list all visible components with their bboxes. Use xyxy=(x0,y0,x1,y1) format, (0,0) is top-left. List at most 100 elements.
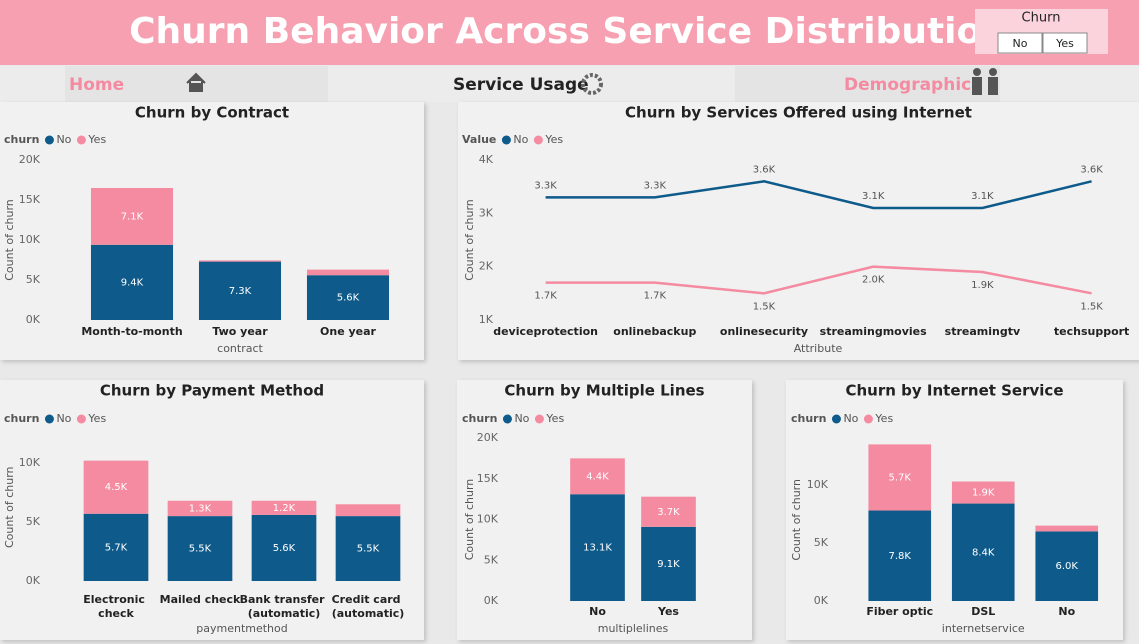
y-tick-label: 0K xyxy=(26,313,41,326)
x-tick-label: Electronic check xyxy=(83,593,148,620)
legend-label: Yes xyxy=(545,412,564,425)
x-tick-label: Credit card (automatic) xyxy=(332,593,405,620)
bar-segment xyxy=(83,460,149,514)
home-icon[interactable] xyxy=(186,72,206,92)
x-tick-label: onlinebackup xyxy=(613,325,696,338)
people-icon[interactable] xyxy=(972,68,998,95)
bar-segment xyxy=(951,481,1015,504)
bar-segment xyxy=(1035,531,1099,601)
legend-label: No xyxy=(56,133,71,146)
y-tick-label: 20K xyxy=(19,153,41,166)
nav-tab[interactable] xyxy=(735,66,1000,102)
x-tick-label: One year xyxy=(320,325,377,338)
legend-swatch xyxy=(831,414,841,424)
data-label: 5.5K xyxy=(357,544,380,555)
data-label: 1.7K xyxy=(534,291,557,302)
x-tick-label: onlinesecurity xyxy=(720,325,808,338)
bar-segment xyxy=(198,261,282,320)
slicer-title: Churn xyxy=(1022,11,1061,26)
bar-segment xyxy=(641,526,696,601)
y-tick-label: 3K xyxy=(479,206,494,219)
y-tick-label: 0K xyxy=(26,574,41,587)
bar-segment xyxy=(251,514,317,581)
bar-segment xyxy=(306,275,390,320)
x-tick-label: No xyxy=(589,605,606,618)
bar-segment xyxy=(306,269,390,276)
bar-segment xyxy=(251,500,317,515)
y-axis-title: Count of churn xyxy=(463,199,476,281)
legend-title: churn xyxy=(462,412,497,425)
data-label: 7.3K xyxy=(229,286,252,297)
x-tick-label: No xyxy=(1058,605,1075,618)
data-label: 1.3K xyxy=(189,503,212,514)
bar-segment xyxy=(335,516,401,581)
legend-label: No xyxy=(513,133,528,146)
legend-label: Yes xyxy=(87,412,106,425)
data-label: 3.6K xyxy=(1080,164,1103,175)
y-axis-title: Count of churn xyxy=(3,199,16,281)
chart-title: Churn by Internet Service xyxy=(845,382,1063,400)
data-label: 7.1K xyxy=(121,211,144,222)
data-label: 1.5K xyxy=(1080,301,1103,312)
y-tick-label: 1K xyxy=(479,313,494,326)
y-tick-label: 10K xyxy=(807,478,829,491)
chart-title: Churn by Multiple Lines xyxy=(504,382,704,400)
gear-icon[interactable] xyxy=(581,73,603,95)
bar-segment xyxy=(167,516,233,581)
slicer-option-label[interactable]: No xyxy=(1013,37,1028,50)
data-label: 5.7K xyxy=(105,542,128,553)
x-tick-label: Mailed check xyxy=(160,593,241,606)
data-label: 4.4K xyxy=(586,471,609,482)
x-tick-label: Bank transfer (automatic) xyxy=(240,593,329,620)
bar-segment xyxy=(90,188,174,245)
nav-home[interactable]: Home xyxy=(69,75,124,95)
slicer-option-label[interactable]: Yes xyxy=(1055,37,1074,50)
x-tick-label: Fiber optic xyxy=(866,605,933,618)
bar-segment xyxy=(570,458,625,495)
legend-swatch xyxy=(44,414,54,424)
data-label: 3.6K xyxy=(753,164,776,175)
line xyxy=(545,180,1092,210)
y-tick-label: 2K xyxy=(479,260,494,273)
chart-title: Churn by Payment Method xyxy=(100,382,324,400)
data-label: 13.1K xyxy=(583,543,612,554)
data-label: 5.5K xyxy=(189,544,212,555)
bar-segment xyxy=(951,503,1015,601)
bar-segment xyxy=(90,244,174,320)
legend-title: churn xyxy=(4,412,39,425)
x-tick-label: Month-to-month xyxy=(81,325,182,338)
y-tick-label: 15K xyxy=(477,472,499,485)
data-label: 1.9K xyxy=(971,280,994,291)
data-label: 5.7K xyxy=(889,472,912,483)
x-axis-title: Attribute xyxy=(794,342,843,355)
nav-service-usage[interactable]: Service Usage xyxy=(453,75,589,95)
data-label: 5.6K xyxy=(273,543,296,554)
legend-label: Yes xyxy=(544,133,563,146)
legend-swatch xyxy=(76,135,86,145)
slicer-option[interactable] xyxy=(1042,32,1088,54)
legend-label: Yes xyxy=(87,133,106,146)
bar-segment xyxy=(641,496,696,527)
nav-demographics[interactable]: Demographics xyxy=(844,75,981,95)
data-label: 7.8K xyxy=(889,551,912,562)
line xyxy=(545,265,1092,295)
y-tick-label: 5K xyxy=(26,515,41,528)
legend-swatch xyxy=(534,414,544,424)
data-label: 3.3K xyxy=(534,180,557,191)
data-label: 3.1K xyxy=(862,191,885,202)
y-axis-title: Count of churn xyxy=(463,479,476,561)
x-axis-title: multiplelines xyxy=(598,622,669,635)
x-tick-label: techsupport xyxy=(1054,325,1129,338)
y-tick-label: 20K xyxy=(477,431,499,444)
bar-segment xyxy=(868,510,932,601)
legend-swatch xyxy=(502,414,512,424)
slicer-option[interactable] xyxy=(997,32,1043,54)
data-label: 9.1K xyxy=(657,559,680,570)
y-axis-title: Count of churn xyxy=(790,479,803,561)
header-band xyxy=(0,0,1139,65)
x-axis-title: paymentmethod xyxy=(196,622,287,635)
data-label: 6.0K xyxy=(1056,561,1079,572)
y-tick-label: 5K xyxy=(484,553,499,566)
legend-swatch xyxy=(76,414,86,424)
